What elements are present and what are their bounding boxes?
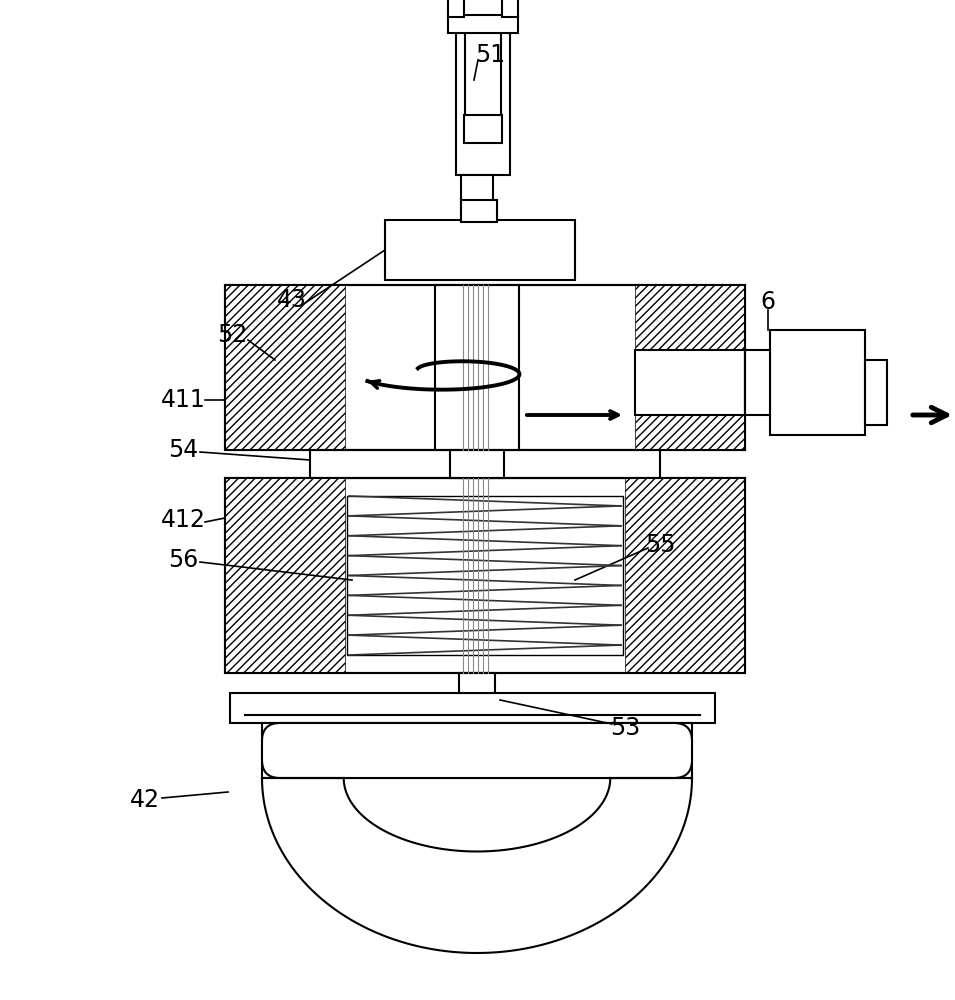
Text: 55: 55 [645, 533, 675, 557]
Bar [347, 496, 623, 655]
Bar [770, 330, 865, 435]
Text: 412: 412 [160, 508, 205, 532]
Bar [456, 30, 510, 175]
Bar [448, 0, 464, 17]
Text: 53: 53 [610, 716, 640, 740]
Bar [745, 350, 770, 415]
Bar [461, 175, 493, 225]
Text: 56: 56 [168, 548, 198, 572]
Text: 43: 43 [277, 288, 307, 312]
FancyBboxPatch shape [262, 723, 692, 778]
Text: 54: 54 [168, 438, 198, 462]
Bar [635, 415, 745, 450]
Bar [435, 285, 519, 450]
Bar [465, 30, 501, 125]
Text: 51: 51 [475, 43, 505, 67]
Bar [225, 285, 745, 450]
Bar [230, 693, 715, 723]
Bar [448, 15, 518, 33]
Text: 42: 42 [130, 788, 160, 812]
Text: 411: 411 [160, 388, 205, 412]
Text: 52: 52 [217, 323, 247, 347]
Bar [464, 115, 502, 143]
Bar [461, 200, 497, 222]
Bar [450, 450, 504, 478]
Bar [225, 478, 345, 673]
Bar [225, 478, 745, 673]
Bar [225, 285, 745, 450]
Bar [225, 478, 745, 673]
Bar [262, 723, 692, 778]
Bar [865, 360, 887, 425]
Bar [385, 220, 575, 280]
Text: 6: 6 [760, 290, 775, 314]
Bar [459, 673, 495, 693]
Bar [635, 285, 745, 350]
Bar [310, 450, 660, 478]
Bar [502, 0, 518, 17]
Bar [625, 478, 745, 673]
Bar [225, 285, 345, 450]
Bar [635, 350, 745, 415]
